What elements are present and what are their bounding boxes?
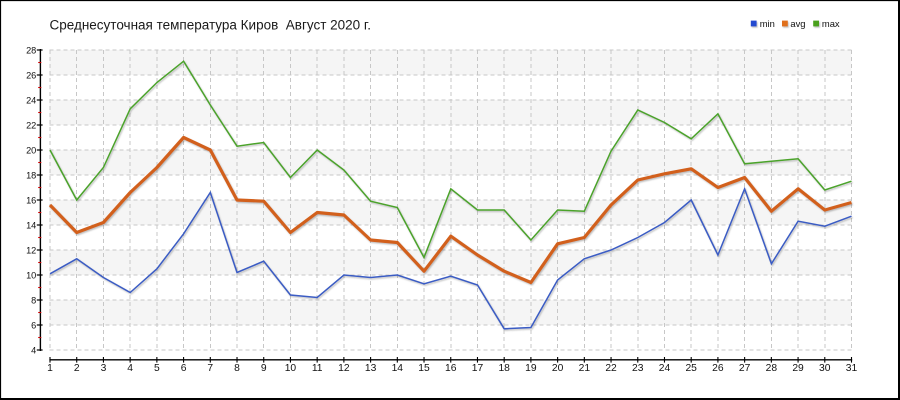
svg-text:24: 24 xyxy=(26,95,36,105)
svg-text:6: 6 xyxy=(31,320,36,330)
svg-text:22: 22 xyxy=(26,120,36,130)
svg-text:Среднесуточная температура Кир: Среднесуточная температура Киров Август … xyxy=(50,18,371,33)
svg-text:2: 2 xyxy=(74,363,80,374)
svg-text:30: 30 xyxy=(819,363,831,374)
svg-text:12: 12 xyxy=(26,245,36,255)
svg-text:8: 8 xyxy=(234,363,240,374)
svg-text:14: 14 xyxy=(392,363,404,374)
svg-text:8: 8 xyxy=(31,295,36,305)
svg-text:20: 20 xyxy=(26,145,36,155)
svg-text:10: 10 xyxy=(285,363,297,374)
svg-text:27: 27 xyxy=(739,363,751,374)
svg-text:7: 7 xyxy=(207,363,213,374)
svg-text:26: 26 xyxy=(26,70,36,80)
svg-text:17: 17 xyxy=(472,363,484,374)
svg-text:31: 31 xyxy=(846,363,858,374)
svg-text:9: 9 xyxy=(261,363,267,374)
svg-text:avg: avg xyxy=(790,18,805,29)
svg-text:1: 1 xyxy=(47,363,53,374)
svg-text:12: 12 xyxy=(338,363,350,374)
svg-text:10: 10 xyxy=(26,270,36,280)
svg-text:25: 25 xyxy=(685,363,697,374)
svg-text:19: 19 xyxy=(525,363,537,374)
svg-text:29: 29 xyxy=(792,363,804,374)
svg-text:4: 4 xyxy=(127,363,133,374)
svg-text:16: 16 xyxy=(26,195,36,205)
svg-text:21: 21 xyxy=(579,363,591,374)
svg-text:23: 23 xyxy=(632,363,644,374)
svg-text:26: 26 xyxy=(712,363,724,374)
svg-text:15: 15 xyxy=(418,363,430,374)
svg-text:13: 13 xyxy=(365,363,377,374)
svg-text:6: 6 xyxy=(181,363,187,374)
svg-text:5: 5 xyxy=(154,363,160,374)
svg-text:max: max xyxy=(822,18,840,29)
svg-text:28: 28 xyxy=(766,363,778,374)
svg-text:18: 18 xyxy=(498,363,510,374)
svg-text:16: 16 xyxy=(445,363,457,374)
svg-text:3: 3 xyxy=(101,363,107,374)
svg-text:11: 11 xyxy=(312,363,323,374)
svg-text:20: 20 xyxy=(552,363,564,374)
svg-text:24: 24 xyxy=(659,363,671,374)
svg-text:18: 18 xyxy=(26,170,36,180)
svg-text:min: min xyxy=(760,18,775,29)
svg-text:4: 4 xyxy=(31,345,36,355)
svg-text:28: 28 xyxy=(26,45,36,55)
svg-text:14: 14 xyxy=(26,220,36,230)
svg-text:22: 22 xyxy=(605,363,617,374)
